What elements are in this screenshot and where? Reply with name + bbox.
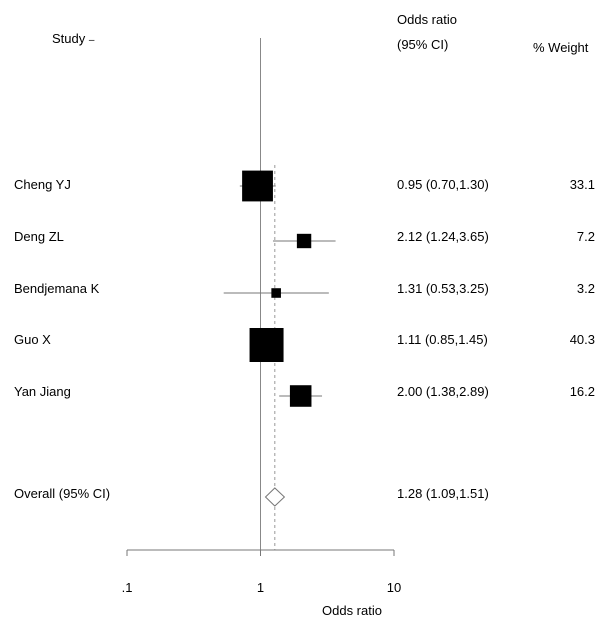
weight-value: 16.2 — [569, 384, 595, 399]
weight-box — [271, 288, 281, 298]
study-label: Guo X — [14, 332, 51, 347]
overall-diamond — [264, 487, 286, 507]
x-tick-label: 10 — [387, 580, 401, 595]
or-ci-value: 0.95 (0.70,1.30) — [397, 177, 489, 192]
weight-value: 3.2 — [576, 281, 595, 296]
overall-label: Overall (95% CI) — [14, 486, 111, 501]
odds-ratio-column-header: Odds ratio — [397, 12, 457, 27]
study-column-header: Study – — [52, 31, 95, 46]
study-label: Deng ZL — [14, 229, 64, 244]
weight-box — [242, 170, 273, 202]
x-axis-label: Odds ratio — [322, 603, 382, 618]
ci-column-header: (95% CI) — [397, 37, 449, 52]
or-ci-value: 2.00 (1.38,2.89) — [397, 384, 489, 399]
weight-value: 40.3 — [569, 332, 595, 347]
study-label: Bendjemana K — [14, 281, 100, 296]
or-ci-value: 2.12 (1.24,3.65) — [397, 229, 489, 244]
overall-or-ci-value: 1.28 (1.09,1.51) — [397, 486, 489, 501]
weight-box — [296, 233, 312, 249]
or-ci-value: 1.11 (0.85,1.45) — [397, 332, 488, 347]
study-label: Cheng YJ — [14, 177, 71, 192]
x-tick-label: .1 — [122, 580, 133, 595]
weight-value: 7.2 — [576, 229, 595, 244]
or-ci-value: 1.31 (0.53,3.25) — [397, 281, 489, 296]
x-tick-label: 1 — [257, 580, 264, 595]
weight-value: 33.1 — [569, 177, 595, 192]
weight-box — [249, 328, 284, 362]
weight-column-header: % Weight — [533, 40, 589, 55]
weight-box — [289, 385, 312, 407]
study-label: Yan Jiang — [14, 384, 71, 399]
